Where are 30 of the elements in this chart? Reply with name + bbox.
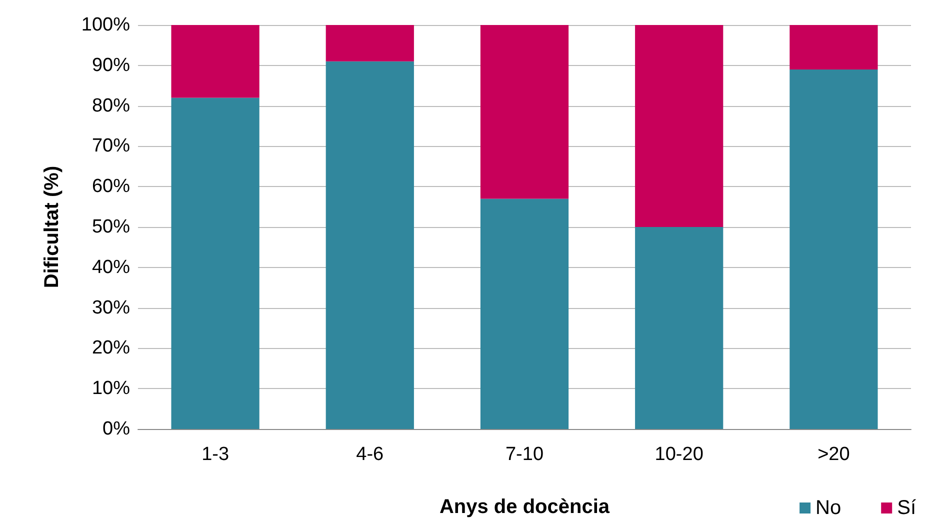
x-tick-label: 10-20 xyxy=(654,444,704,465)
y-tick-label: 80% xyxy=(92,95,130,116)
x-tick-label: >20 xyxy=(818,444,850,465)
bar xyxy=(480,25,569,199)
y-tick-label: 60% xyxy=(92,176,130,198)
y-axis-title: Dificultat (%) xyxy=(41,166,63,288)
bar xyxy=(326,25,414,62)
y-tick-label: 0% xyxy=(102,418,130,440)
x-tick-label: 1-3 xyxy=(202,444,230,465)
y-tick-label: 70% xyxy=(92,136,130,157)
legend-label: No xyxy=(816,497,842,519)
x-tick-label: 7-10 xyxy=(505,444,544,465)
bar xyxy=(635,25,724,227)
x-axis-title: Anys de docència xyxy=(439,496,610,518)
bar xyxy=(790,69,878,429)
y-tick-label: 20% xyxy=(92,338,130,359)
x-tick-label: 4-6 xyxy=(356,444,384,465)
bar xyxy=(635,227,724,429)
bar xyxy=(480,198,569,429)
bar xyxy=(326,61,414,429)
legend-label: Sí xyxy=(897,497,916,519)
y-tick-label: 50% xyxy=(92,216,130,238)
bar xyxy=(171,25,260,98)
y-tick-label: 10% xyxy=(92,378,130,400)
y-tick-label: 90% xyxy=(92,54,130,76)
y-tick-label: 30% xyxy=(92,297,130,318)
y-tick-label: 100% xyxy=(81,14,130,36)
bar xyxy=(790,25,878,70)
bar xyxy=(171,98,260,429)
y-tick-label: 40% xyxy=(92,256,130,278)
